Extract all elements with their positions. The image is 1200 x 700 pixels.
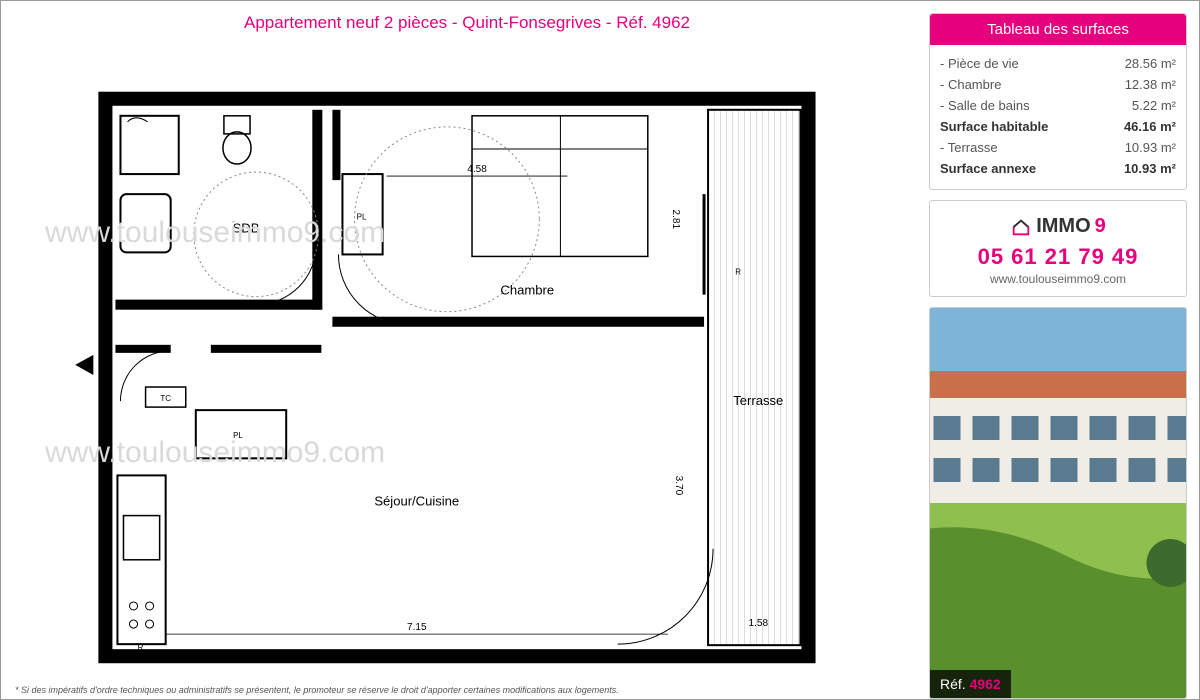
surface-value: 5.22 m²	[1132, 98, 1176, 113]
surface-row: Surface habitable 46.16 m²	[940, 116, 1176, 137]
surface-value: 12.38 m²	[1125, 77, 1176, 92]
svg-text:4.58: 4.58	[467, 164, 487, 175]
brand-text: IMMO	[1036, 215, 1090, 238]
surface-value: 10.93 m²	[1124, 161, 1176, 176]
brand-nine: 9	[1095, 215, 1106, 238]
surfaces-body: Pièce de vie 28.56 m² Chambre 12.38 m² Salle…	[930, 45, 1186, 189]
svg-text:R: R	[735, 268, 741, 277]
ref-label: Réf.	[940, 676, 966, 692]
surface-label: Surface annexe	[940, 161, 1036, 176]
svg-text:PL: PL	[357, 212, 367, 221]
left-column: Appartement neuf 2 pièces - Quint-Fonseg…	[1, 1, 929, 699]
right-column: Tableau des surfaces Pièce de vie 28.56 m…	[929, 1, 1199, 699]
surface-row: Terrasse 10.93 m²	[940, 137, 1176, 158]
surface-row: Surface annexe 10.93 m²	[940, 158, 1176, 179]
surface-label: Pièce de vie	[940, 56, 1019, 71]
thumbnail-illustration	[930, 308, 1186, 698]
surface-label: Terrasse	[940, 140, 998, 155]
svg-text:TC: TC	[160, 394, 171, 403]
phone-number[interactable]: 05 61 21 79 49	[936, 244, 1180, 270]
website[interactable]: www.toulouseimmo9.com	[936, 272, 1180, 286]
surface-row: Chambre 12.38 m²	[940, 74, 1176, 95]
surface-value: 46.16 m²	[1124, 119, 1176, 134]
listing-title: Appartement neuf 2 pièces - Quint-Fonseg…	[15, 13, 919, 33]
floorplan: www.toulouseimmo9.com www.toulouseimmo9.…	[15, 41, 919, 679]
surface-label: Surface habitable	[940, 119, 1048, 134]
brand-logo: IMMO9	[936, 215, 1180, 238]
svg-text:PL: PL	[233, 431, 243, 440]
svg-text:Chambre: Chambre	[500, 283, 554, 298]
page: Appartement neuf 2 pièces - Quint-Fonseg…	[0, 0, 1200, 700]
surfaces-heading: Tableau des surfaces	[930, 14, 1186, 45]
surface-value: 28.56 m²	[1125, 56, 1176, 71]
svg-text:Terrasse: Terrasse	[733, 393, 783, 408]
ref-strip: Réf. 4962	[930, 670, 1011, 698]
svg-text:7.15: 7.15	[407, 622, 427, 633]
svg-text:R: R	[138, 643, 144, 652]
surface-value: 10.93 m²	[1125, 140, 1176, 155]
svg-text:3.70: 3.70	[673, 476, 684, 496]
house-icon	[1010, 216, 1032, 238]
svg-text:Séjour/Cuisine: Séjour/Cuisine	[374, 494, 459, 509]
surface-row: Salle de bains 5.22 m²	[940, 95, 1176, 116]
surface-label: Chambre	[940, 77, 1001, 92]
footnote: * Si des impératifs d'ordre techniques o…	[15, 685, 919, 695]
svg-text:SDB: SDB	[233, 220, 260, 235]
property-thumbnail: Réf. 4962	[929, 307, 1187, 699]
contact-panel: IMMO9 05 61 21 79 49 www.toulouseimmo9.c…	[929, 200, 1187, 297]
floorplan-svg: 4.58 2.81 7.15 3.70 1.58 SDB Chambre Séj…	[15, 41, 919, 679]
surfaces-panel: Tableau des surfaces Pièce de vie 28.56 m…	[929, 13, 1187, 190]
surface-label: Salle de bains	[940, 98, 1030, 113]
surface-row: Pièce de vie 28.56 m²	[940, 53, 1176, 74]
ref-number: 4962	[970, 676, 1001, 692]
svg-text:2.81: 2.81	[670, 210, 681, 230]
svg-text:1.58: 1.58	[749, 618, 769, 629]
